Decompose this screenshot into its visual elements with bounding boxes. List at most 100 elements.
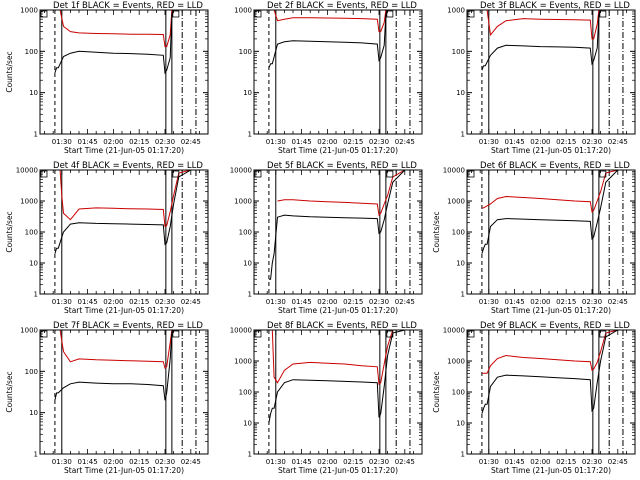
y-tick-label: 100 <box>239 48 252 56</box>
y-tick-label: 100 <box>239 229 252 237</box>
x-tick-label: 01:30 <box>266 458 286 466</box>
x-tick-label: 02:45 <box>395 458 415 466</box>
y-axis-label: Counts/sec <box>5 211 14 252</box>
event-rate-line <box>268 169 422 280</box>
y-tick-label: 10 <box>29 409 38 417</box>
panel-title: Det 8f BLACK = Events, RED = LLD <box>267 321 417 331</box>
x-tick-label: 01:30 <box>52 138 72 146</box>
x-axis-label: Start Time (21-Jun-05 01:17:20) <box>64 466 184 475</box>
x-tick-label: 01:30 <box>479 458 499 466</box>
x-tick-label: 02:15 <box>129 298 149 306</box>
panel-title: Det 4f BLACK = Events, RED = LLD <box>53 161 203 171</box>
x-axis-label: Start Time (21-Jun-05 01:17:20) <box>491 306 611 315</box>
y-tick-label: 1000 <box>20 7 38 15</box>
x-axis-label: Start Time (21-Jun-05 01:17:20) <box>64 306 184 315</box>
y-tick-label: 1000 <box>447 7 465 15</box>
x-tick-label: 02:30 <box>155 298 175 306</box>
x-tick-label: 02:45 <box>395 138 415 146</box>
y-tick-label: 1 <box>461 451 465 459</box>
panel-title: Det 5f BLACK = Events, RED = LLD <box>267 161 417 171</box>
y-axis-label: Counts/sec <box>5 371 14 412</box>
y-tick-label: 10 <box>29 260 38 268</box>
x-tick-label: 02:00 <box>530 138 550 146</box>
panel-title: Det 6f BLACK = Events, RED = LLD <box>480 161 630 171</box>
event-rate-line <box>54 329 174 401</box>
y-tick-label: 1 <box>461 131 465 139</box>
lld-rate-line <box>54 329 174 370</box>
panel-title: Det 2f BLACK = Events, RED = LLD <box>267 1 417 11</box>
plot-frame <box>39 9 209 135</box>
lld-rate-line <box>54 169 208 228</box>
x-tick-label: 01:30 <box>479 138 499 146</box>
x-axis-label: Start Time (21-Jun-05 01:17:20) <box>278 466 398 475</box>
detector-panel: Det 1f BLACK = Events, RED = LLD Counts/s… <box>5 1 209 155</box>
x-tick-label: 02:00 <box>103 298 123 306</box>
x-tick-label: 01:45 <box>291 298 311 306</box>
y-tick-label: 1000 <box>234 358 252 366</box>
event-rate-line <box>481 329 635 414</box>
plot-frame <box>253 9 423 135</box>
x-axis-label: Start Time (21-Jun-05 01:17:20) <box>278 146 398 155</box>
y-tick-label: 10000 <box>443 167 465 175</box>
corner-marker <box>386 170 394 178</box>
y-tick-label: 1000 <box>447 198 465 206</box>
lld-rate-line <box>54 9 174 48</box>
event-rate-line <box>481 9 602 71</box>
x-axis-label: Start Time (21-Jun-05 01:17:20) <box>491 466 611 475</box>
y-tick-label: 1 <box>248 291 252 299</box>
x-tick-label: 02:30 <box>582 138 602 146</box>
y-tick-label: 100 <box>25 368 38 376</box>
event-rate-line <box>268 329 422 424</box>
y-tick-label: 100 <box>25 229 38 237</box>
plot-frame <box>466 169 636 295</box>
corner-marker <box>467 10 475 18</box>
corner-marker <box>172 10 180 18</box>
y-tick-label: 100 <box>452 48 465 56</box>
x-tick-label: 02:00 <box>103 138 123 146</box>
x-tick-label: 01:30 <box>52 458 72 466</box>
corner-marker <box>599 330 607 338</box>
y-axis-label: Counts/sec <box>432 371 441 412</box>
x-tick-label: 01:45 <box>504 458 524 466</box>
y-tick-label: 100 <box>452 389 465 397</box>
x-tick-label: 02:15 <box>129 458 149 466</box>
plot-frame <box>253 329 423 455</box>
detector-panel: Det 3f BLACK = Events, RED = LLD Start Ti… <box>447 1 636 155</box>
x-tick-label: 02:15 <box>343 138 363 146</box>
x-tick-label: 01:45 <box>504 298 524 306</box>
y-tick-label: 10 <box>243 420 252 428</box>
y-tick-label: 10000 <box>230 327 252 335</box>
plot-frame <box>39 169 209 295</box>
lld-rate-line <box>481 329 635 374</box>
corner-marker <box>386 10 394 18</box>
lld-rate-line <box>277 169 422 217</box>
y-tick-label: 10 <box>456 420 465 428</box>
plot-frame <box>466 9 636 135</box>
y-tick-label: 10 <box>456 260 465 268</box>
x-tick-label: 02:15 <box>129 138 149 146</box>
y-tick-label: 1 <box>248 131 252 139</box>
lld-rate-line <box>481 9 601 40</box>
corner-marker <box>40 10 48 18</box>
corner-marker <box>254 170 262 178</box>
x-tick-label: 02:30 <box>582 458 602 466</box>
x-tick-label: 02:00 <box>103 458 123 466</box>
x-tick-label: 01:30 <box>266 298 286 306</box>
corner-marker <box>599 10 607 18</box>
corner-marker <box>599 170 607 178</box>
x-tick-label: 02:00 <box>530 458 550 466</box>
x-tick-label: 02:00 <box>317 138 337 146</box>
x-tick-label: 02:45 <box>608 458 628 466</box>
plot-frame <box>39 329 209 455</box>
corner-marker <box>254 330 262 338</box>
y-tick-label: 10 <box>243 260 252 268</box>
y-tick-label: 10 <box>243 89 252 97</box>
y-tick-label: 1 <box>248 451 252 459</box>
x-tick-label: 02:45 <box>181 458 201 466</box>
x-tick-label: 02:15 <box>343 298 363 306</box>
y-tick-label: 1000 <box>20 198 38 206</box>
y-tick-label: 1 <box>34 131 38 139</box>
panel-title: Det 3f BLACK = Events, RED = LLD <box>480 1 630 11</box>
y-tick-label: 10000 <box>16 167 38 175</box>
